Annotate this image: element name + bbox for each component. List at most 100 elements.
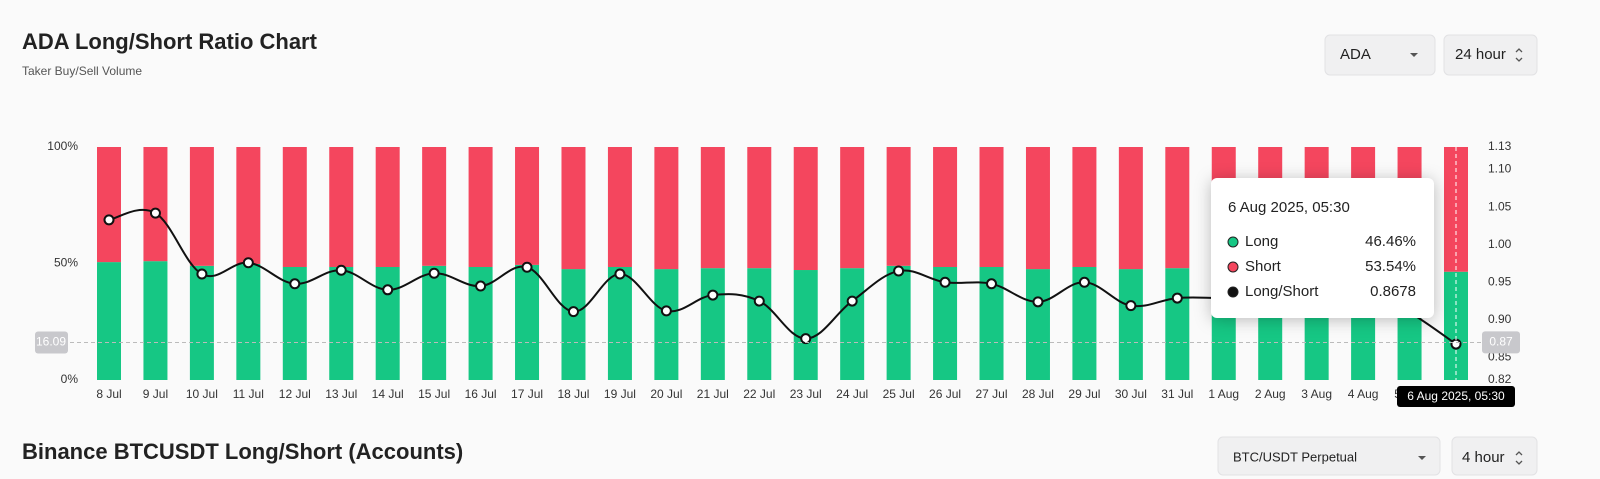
- ratio-point: [986, 278, 998, 290]
- x-tick-label: 16 Jul: [465, 387, 497, 401]
- bar-segment: [933, 147, 958, 267]
- bar-segment: [1118, 269, 1143, 380]
- ratio-point: [149, 207, 161, 219]
- x-tick-label: 9 Jul: [143, 387, 168, 401]
- page-title: ADA Long/Short Ratio Chart: [22, 29, 318, 54]
- x-tick-label: 10 Jul: [186, 387, 218, 401]
- x-tick-label: 11 Jul: [233, 387, 264, 401]
- select-label[interactable]: 4 hour: [1462, 449, 1505, 466]
- x-tick-label: 18 Jul: [557, 387, 589, 401]
- ratio-point: [1125, 300, 1137, 312]
- ratio-point: [800, 333, 812, 345]
- x-tick-label: 26 Jul: [929, 387, 961, 401]
- section-title: Binance BTCUSDT Long/Short (Accounts): [22, 439, 463, 464]
- bar-segment: [97, 262, 121, 380]
- y2-tick-label: 1.00: [1488, 237, 1512, 251]
- y-tick-label: 50%: [54, 256, 78, 270]
- y-tick-label: 100%: [47, 139, 78, 153]
- tooltip: 6 Aug 2025, 05:30 Long 46.46% Short 53.5…: [1211, 178, 1434, 318]
- select-label[interactable]: ADA: [1340, 46, 1371, 63]
- interval-select[interactable]: 4 hour: [1451, 436, 1538, 476]
- ratio-point: [1032, 296, 1044, 308]
- bar-segment: [1118, 147, 1143, 270]
- x-tick-label: 12 Jul: [279, 387, 311, 401]
- bar-segment: [886, 265, 911, 380]
- ratio-point: [382, 284, 394, 296]
- bar-segment: [700, 147, 725, 269]
- y2-tick-label: 1.05: [1488, 199, 1512, 213]
- ratio-point: [753, 295, 765, 307]
- bar-segment: [607, 266, 632, 380]
- tooltip-value: 0.8678: [1370, 283, 1416, 300]
- x-tick-label: 20 Jul: [650, 387, 682, 401]
- bar-segment: [840, 268, 865, 380]
- bar-segment: [561, 269, 586, 380]
- x-tick-label: 2 Aug: [1255, 387, 1286, 401]
- x-tick-label: 19 Jul: [604, 387, 636, 401]
- ratio-point: [196, 268, 208, 280]
- y-tick-label: 0%: [61, 372, 79, 386]
- bar-segment: [143, 147, 168, 262]
- x-tick-label: 24 Jul: [836, 387, 868, 401]
- crosshair-y2-tag: [1482, 331, 1520, 354]
- x-tick-label: 25 Jul: [883, 387, 915, 401]
- x-tick-label: 8 Jul: [96, 387, 121, 401]
- x-tick-label: 13 Jul: [325, 387, 357, 401]
- bar-segment: [1165, 147, 1190, 269]
- x-tick-label: 23 Jul: [790, 387, 822, 401]
- x-tick-label: 28 Jul: [1022, 387, 1054, 401]
- bar-segment: [422, 147, 447, 266]
- bar-segment: [189, 265, 214, 380]
- bar-segment: [236, 147, 261, 264]
- y2-tick-label: 0.82: [1488, 372, 1512, 386]
- bar-segment: [282, 147, 307, 267]
- crosshair-x-tag: 6 Aug 2025, 05:30: [1397, 386, 1515, 407]
- tooltip-value: 46.46%: [1365, 233, 1416, 250]
- bar-segment: [840, 147, 865, 269]
- select-label[interactable]: 24 hour: [1455, 46, 1506, 63]
- bar-segment: [886, 147, 911, 266]
- ratio-point: [103, 214, 115, 226]
- ratio-point: [614, 268, 626, 280]
- pair-select[interactable]: BTC/USDT Perpetual: [1217, 436, 1441, 476]
- x-tick-label: 31 Jul: [1161, 387, 1193, 401]
- x-tick-label: 14 Jul: [372, 387, 404, 401]
- y2-tick-label: 0.90: [1488, 312, 1512, 326]
- bar-segment: [1025, 269, 1050, 380]
- tooltip-name: Long/Short: [1245, 283, 1319, 300]
- crosshair-y-label: 16.09: [36, 335, 66, 349]
- bar-segment: [422, 265, 447, 380]
- bar-segment: [468, 147, 493, 267]
- select-label[interactable]: BTC/USDT Perpetual: [1233, 449, 1357, 464]
- bar-segment: [1165, 268, 1190, 380]
- bar-segment: [329, 147, 354, 267]
- bar-segment: [793, 270, 818, 380]
- ratio-point: [1171, 292, 1183, 304]
- coin-select[interactable]: ADA: [1324, 34, 1436, 76]
- bar-segment: [236, 263, 261, 380]
- bar-segment: [561, 147, 586, 270]
- crosshair-y2-label: 0.87: [1489, 335, 1513, 349]
- bar-segment: [515, 264, 540, 380]
- bar-segment: [1444, 147, 1468, 272]
- bar-segment: [979, 147, 1004, 267]
- tooltip-value: 53.54%: [1365, 258, 1416, 275]
- y2-tick-label: 0.95: [1488, 274, 1512, 288]
- bar-segment: [1025, 147, 1050, 270]
- interval-select[interactable]: 24 hour: [1443, 34, 1538, 76]
- x-tick-label: 1 Aug: [1208, 387, 1239, 401]
- x-tick-label: 30 Jul: [1115, 387, 1147, 401]
- ratio-point: [846, 295, 858, 307]
- x-tick-label: 29 Jul: [1068, 387, 1100, 401]
- x-tick-label: 22 Jul: [743, 387, 775, 401]
- bar-segment: [747, 147, 772, 269]
- bar-segment: [143, 261, 168, 380]
- ratio-point: [289, 278, 301, 290]
- crosshair-y-tag: [35, 331, 68, 354]
- bar-segment: [189, 147, 214, 266]
- bar-segment: [515, 147, 540, 265]
- bar-segment: [375, 266, 400, 380]
- bar-segment: [654, 269, 679, 380]
- ratio-point: [335, 264, 347, 276]
- y2-tick-label: 1.10: [1488, 162, 1512, 176]
